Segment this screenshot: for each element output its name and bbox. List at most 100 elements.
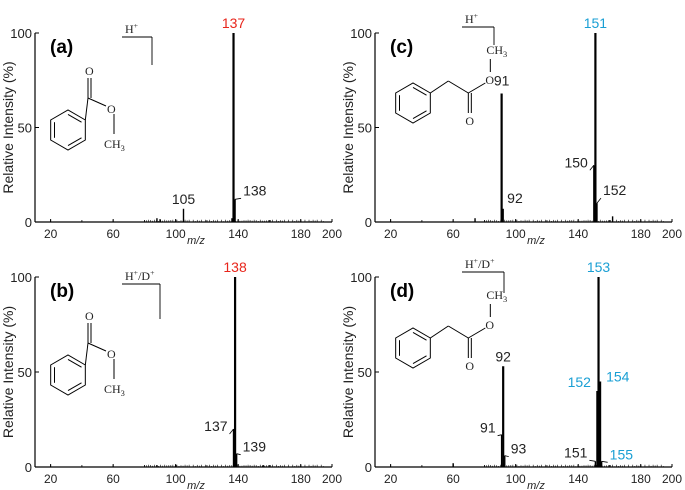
- y-axis-label: Relative Intensity (%): [0, 61, 16, 193]
- spectrum-panel-d: 0 50 100 20 60 100 140 180 200 m/z Relative Intens…: [340, 256, 682, 490]
- x-axis-label: m/z: [187, 235, 205, 247]
- panel-label: (a): [50, 37, 73, 58]
- x-tick-label: 140: [228, 227, 248, 241]
- benzene-ring: [50, 109, 86, 151]
- ester-oxygen: O: [485, 73, 494, 87]
- spectrum-panel-a: 0 50 100 20 60 100 140 180 200 m/z Relative Intens…: [0, 15, 342, 247]
- peak-label: 138: [223, 259, 247, 275]
- ring-double-bond: [67, 382, 82, 392]
- label-leader: [504, 455, 509, 457]
- ring-double-bond: [412, 110, 427, 120]
- x-tick-label: 180: [631, 472, 651, 486]
- y-tick-label: 50: [18, 121, 32, 136]
- y-tick-label: 50: [358, 365, 372, 380]
- structure-drawing: O O CH3: [395, 288, 507, 373]
- peak-label: 92: [495, 348, 511, 364]
- ester-oxygen: O: [485, 318, 494, 332]
- carbonyl-oxygen: O: [85, 64, 94, 78]
- label-leader: [235, 197, 242, 200]
- ring-double-bond: [67, 113, 82, 123]
- x-tick-label: 200: [662, 472, 682, 486]
- bond: [87, 97, 107, 107]
- spectrum-panel-c: 0 50 100 20 60 100 140 180 200 m/z Relative Intens…: [340, 11, 682, 247]
- y-tick-label: 100: [10, 26, 32, 41]
- carbonyl-oxygen: O: [85, 309, 94, 323]
- x-axis-label: m/z: [527, 235, 545, 247]
- peak-label: 150: [564, 154, 588, 170]
- x-tick-label: 20: [384, 472, 398, 486]
- y-tick-label: 100: [10, 270, 32, 285]
- label-leader: [601, 460, 608, 463]
- ring-double-bond: [67, 137, 82, 147]
- label-leader: [497, 434, 502, 437]
- peak-label: 139: [243, 439, 267, 455]
- peak-label: 152: [568, 374, 592, 390]
- bond: [84, 97, 89, 121]
- methyl-group: CH3: [104, 137, 125, 153]
- ion-label: H+: [125, 21, 139, 36]
- peak-label: 91: [480, 420, 496, 436]
- ester-oxygen: O: [107, 102, 116, 116]
- bond: [448, 325, 469, 339]
- x-tick-label: 100: [166, 227, 186, 241]
- bond: [430, 325, 449, 339]
- y-tick-label: 0: [365, 460, 372, 475]
- y-tick-label: 0: [365, 215, 372, 230]
- ring-double-bond: [412, 355, 427, 365]
- methyl-group: CH3: [104, 382, 125, 398]
- x-tick-label: 180: [291, 227, 311, 241]
- x-tick-label: 60: [446, 472, 460, 486]
- benzene-ring: [50, 354, 86, 396]
- y-tick-label: 50: [18, 365, 32, 380]
- methyl-group: CH3: [486, 43, 507, 59]
- x-tick-label: 140: [568, 227, 588, 241]
- carbonyl-oxygen: O: [465, 114, 474, 128]
- bond: [87, 342, 107, 352]
- y-axis-label: Relative Intensity (%): [340, 306, 356, 438]
- ring-double-bond: [412, 86, 427, 96]
- y-axis-label: Relative Intensity (%): [340, 61, 356, 193]
- x-tick-label: 140: [568, 472, 588, 486]
- spectrum-panel-b: 0 50 100 20 60 100 140 180 200 m/z Relative Intens…: [0, 259, 342, 490]
- ion-label: H+/D+: [125, 268, 155, 283]
- peak-label: 151: [564, 444, 588, 460]
- peak-label: 105: [172, 191, 196, 207]
- y-tick-label: 0: [25, 215, 32, 230]
- y-tick-label: 100: [350, 270, 372, 285]
- benzene-ring: [395, 327, 431, 369]
- peak-label: 138: [243, 182, 267, 198]
- peak-label: 154: [606, 369, 630, 385]
- x-tick-label: 100: [506, 472, 526, 486]
- y-tick-label: 100: [350, 26, 372, 41]
- bond: [448, 80, 469, 94]
- peak-label: 155: [610, 446, 634, 462]
- peak-label: 151: [584, 15, 608, 31]
- peak-label: 92: [507, 190, 523, 206]
- structure-drawing: O O CH3: [50, 309, 125, 398]
- x-tick-label: 180: [631, 227, 651, 241]
- benzene-ring: [395, 82, 431, 124]
- x-tick-label: 60: [106, 472, 120, 486]
- carbonyl-oxygen: O: [465, 359, 474, 373]
- label-leader: [596, 197, 602, 204]
- ring-double-bond: [412, 331, 427, 341]
- label-leader: [229, 428, 234, 435]
- methyl-group: CH3: [486, 288, 507, 304]
- ion-label: H+/D+: [465, 256, 495, 271]
- structure-drawing: O O CH3: [395, 43, 507, 128]
- x-tick-label: 100: [166, 472, 186, 486]
- x-tick-label: 140: [228, 472, 248, 486]
- x-tick-label: 200: [322, 472, 342, 486]
- peak-label: 152: [603, 182, 627, 198]
- ion-label: H+: [465, 11, 479, 26]
- x-tick-label: 60: [106, 227, 120, 241]
- peak-label: 91: [494, 72, 510, 88]
- x-tick-label: 20: [44, 227, 58, 241]
- peak-label: 137: [204, 418, 228, 434]
- x-tick-label: 20: [384, 227, 398, 241]
- x-tick-label: 200: [322, 227, 342, 241]
- panel-label: (b): [50, 281, 74, 302]
- peak-label: 137: [222, 15, 246, 31]
- label-leader: [236, 453, 241, 456]
